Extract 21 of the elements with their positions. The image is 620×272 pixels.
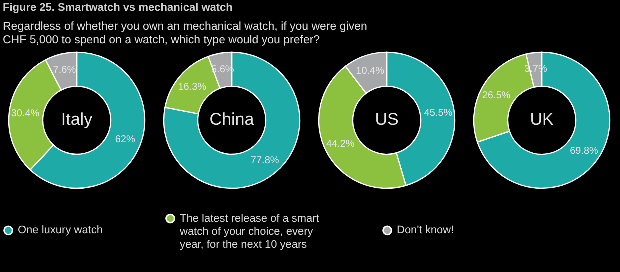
chart-subtitle: Regardless of whether you own an mechanical watch, if you were given CHF 5,000 to spend on a watch, which type would you prefer? <box>3 21 368 46</box>
text: UK <box>530 110 554 129</box>
data-label: 10.4% <box>356 66 385 78</box>
data-label: 30.4% <box>11 108 40 120</box>
data-label: 26.5% <box>482 90 511 102</box>
legend-label: The latest release of a smart watch of your choice, every year, for the next 10 years <box>179 212 320 251</box>
data-label: 16.3% <box>178 82 207 93</box>
text: Italy <box>61 110 94 129</box>
data-label: 45.5% <box>424 108 453 120</box>
legend-label: One luxury watch <box>18 224 103 237</box>
donut-slice <box>476 52 611 190</box>
text: China <box>210 110 255 129</box>
text: US <box>375 110 399 129</box>
legend-label: Don't know! <box>397 224 454 237</box>
data-label: 69.8% <box>570 146 599 157</box>
donut-slice <box>164 52 301 190</box>
data-label: 62% <box>115 134 136 146</box>
chart-title: Figure 25. Smartwatch vs mechanical watch <box>3 2 234 14</box>
data-label: 77.8% <box>250 156 280 167</box>
data-label: 44.2% <box>326 139 355 150</box>
data-label: 7.6% <box>53 64 76 76</box>
